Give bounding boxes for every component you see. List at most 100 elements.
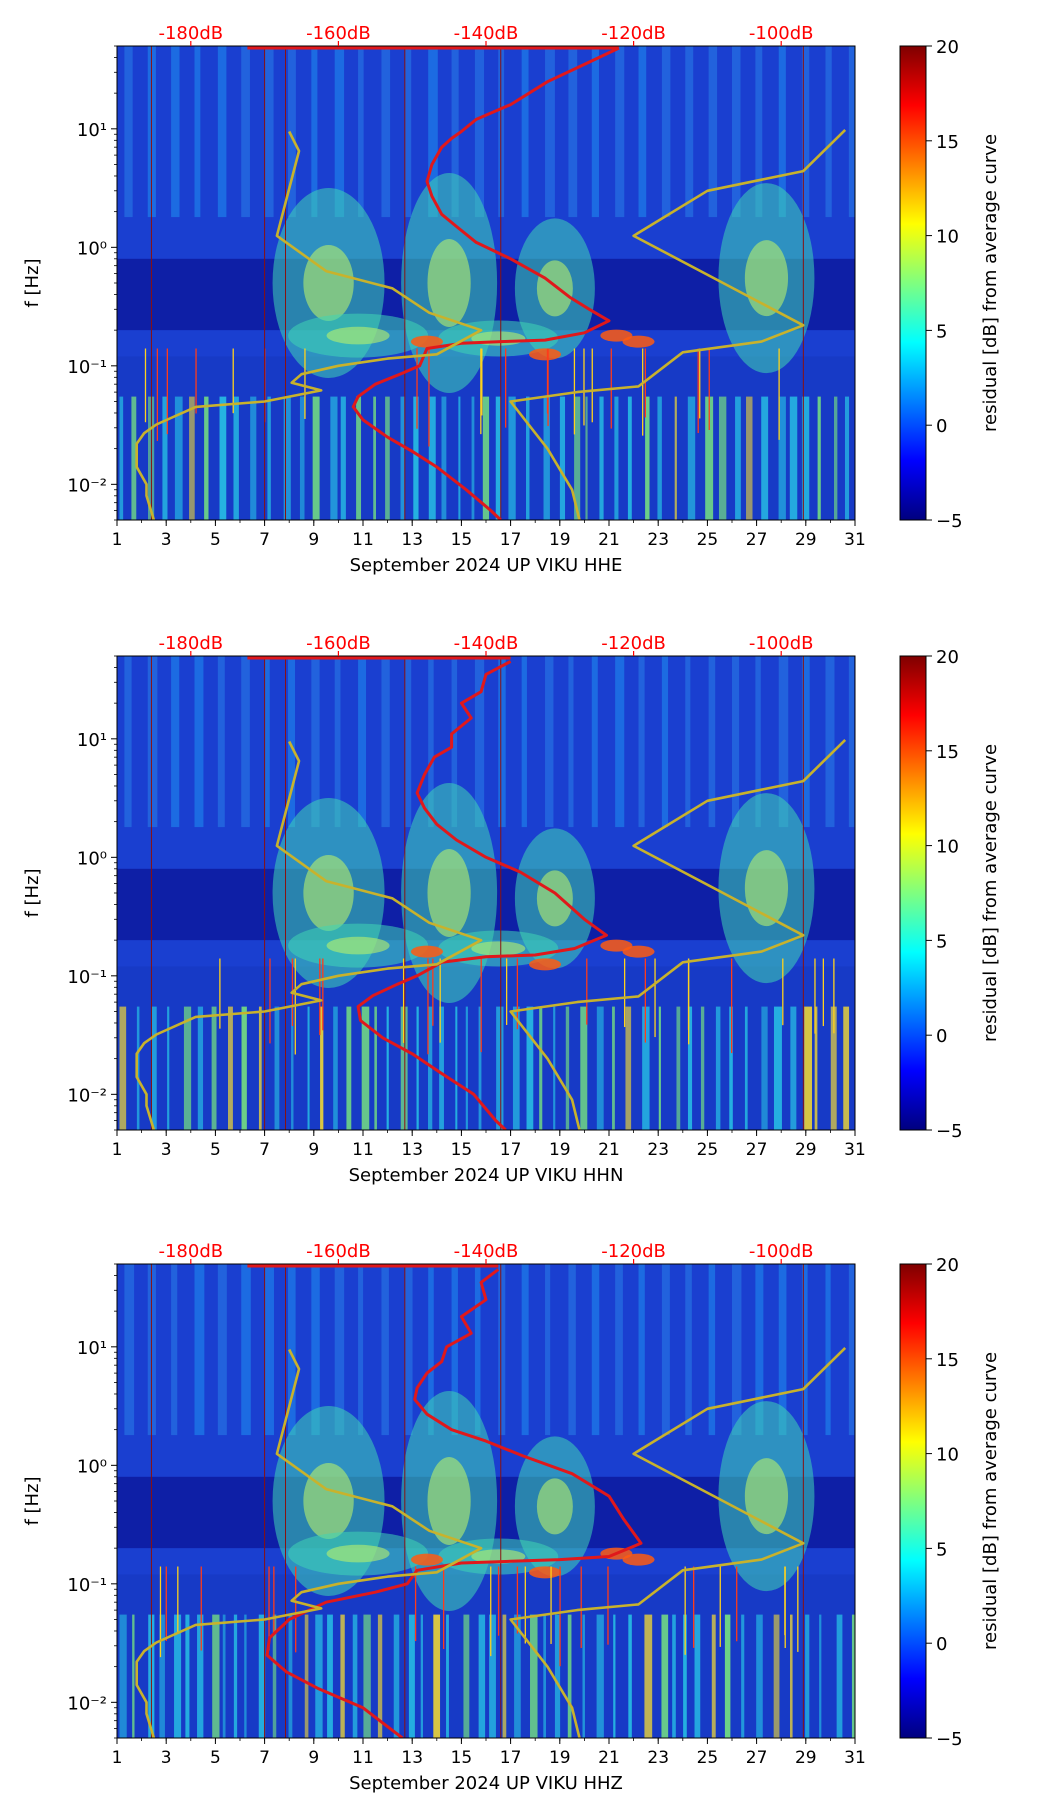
daily-cultural-noise-stripe (521, 1264, 529, 1436)
daily-cultural-noise-stripe (171, 656, 180, 828)
long-period-streak (599, 396, 604, 520)
high-noise-model-curve (509, 1346, 847, 1738)
long-period-streak (258, 1006, 262, 1130)
long-period-streak (455, 1006, 458, 1130)
storm-energy-core (326, 1544, 390, 1563)
daily-cultural-noise-stripe (708, 46, 718, 218)
low-noise-model-curve (135, 1348, 483, 1738)
long-period-streak (361, 1006, 370, 1130)
daily-cultural-noise-stripe (124, 1264, 135, 1436)
daily-cultural-noise-stripe (241, 656, 250, 828)
long-period-streak (119, 1006, 127, 1130)
daily-cultural-noise-stripe (778, 1264, 787, 1436)
daily-cultural-noise-stripe (848, 46, 855, 218)
daily-cultural-noise-stripe (217, 1264, 227, 1436)
long-period-streak (718, 396, 727, 520)
long-period-streak (744, 1006, 748, 1130)
daily-cultural-noise-stripe (825, 1264, 831, 1436)
daily-cultural-noise-stripe (802, 1264, 808, 1436)
long-period-streak (340, 396, 346, 520)
long-period-streak (119, 396, 124, 520)
daily-cultural-noise-stripe (381, 656, 390, 828)
x-tick-label: 5 (210, 530, 221, 550)
long-period-streak (463, 1614, 470, 1738)
db-tick-label: -180dB (158, 1241, 223, 1262)
daily-cultural-noise-stripe (498, 1264, 506, 1436)
daily-cultural-noise-stripe (545, 656, 554, 828)
x-tick-label: 21 (598, 1140, 620, 1160)
x-tick-label: 17 (500, 1140, 522, 1160)
daily-cultural-noise-stripe (638, 46, 647, 218)
long-period-streak (580, 1006, 588, 1130)
microseism-hotspot (410, 1553, 443, 1566)
long-period-streak (356, 396, 362, 520)
daily-cultural-noise-stripe (568, 656, 574, 828)
long-period-streak (582, 1614, 585, 1738)
plot-area (117, 46, 855, 520)
daily-cultural-noise-stripe (661, 656, 669, 828)
daily-cultural-noise-stripe (474, 656, 485, 828)
long-period-streak (741, 1614, 745, 1738)
storm-energy-core (303, 855, 354, 931)
x-tick-label: 15 (451, 1140, 473, 1160)
x-axis-label: September 2024 UP VIKU HHE (350, 555, 623, 576)
long-period-streak (307, 1006, 310, 1130)
colorbar-tick-label: 15 (936, 742, 959, 763)
x-tick-label: 19 (549, 1140, 571, 1160)
x-tick-label: 29 (795, 530, 817, 550)
daily-cultural-noise-stripe (825, 656, 835, 828)
long-period-streak (211, 1006, 217, 1130)
daily-cultural-noise-stripe (545, 1264, 551, 1436)
colorbar-tick-label: 0 (936, 416, 947, 437)
x-tick-label: 27 (746, 1748, 768, 1768)
daily-cultural-noise-stripe (685, 1264, 692, 1436)
daily-cultural-noise-stripe (358, 46, 364, 218)
long-period-streak (735, 396, 741, 520)
daily-cultural-noise-stripe (334, 1264, 345, 1436)
long-period-streak (539, 1006, 543, 1130)
long-period-streak (683, 1614, 687, 1738)
storm-energy-core (471, 941, 526, 956)
x-tick-label: 29 (795, 1140, 817, 1160)
colorbar-label: residual [dB] from average curve (980, 744, 1001, 1042)
colorbar-tick-label: 20 (936, 647, 959, 668)
long-period-streak (441, 396, 447, 520)
long-period-streak (241, 1006, 247, 1130)
long-period-streak (408, 1614, 415, 1738)
x-tick-label: 5 (210, 1748, 221, 1768)
daily-cultural-noise-stripe (615, 46, 625, 218)
daily-cultural-noise-stripe (732, 1264, 742, 1436)
colorbar-tick-label: 5 (936, 931, 947, 952)
high-noise-model-curve (509, 738, 847, 1130)
long-period-streak (512, 1006, 520, 1130)
long-period-streak (495, 396, 501, 520)
colorbar-tick-label: 0 (936, 1026, 947, 1047)
x-tick-label: 27 (746, 1140, 768, 1160)
x-tick-label: 25 (697, 1748, 719, 1768)
daily-cultural-noise-stripe (848, 1264, 855, 1436)
long-period-streak (508, 396, 516, 520)
long-period-streak (676, 1006, 681, 1130)
long-period-streak (836, 1614, 843, 1738)
x-tick-label: 23 (647, 1140, 669, 1160)
x-axis-label: September 2024 UP VIKU HHN (349, 1165, 624, 1186)
long-period-streak (724, 1614, 731, 1738)
long-period-streak (291, 1006, 294, 1130)
low-noise-model-curve (135, 130, 483, 520)
long-period-streak (433, 1614, 441, 1738)
db-tick-label: -140dB (454, 1241, 519, 1262)
long-period-streak (789, 396, 798, 520)
colorbar-label: residual [dB] from average curve (980, 1352, 1001, 1650)
long-period-streak (363, 1614, 371, 1738)
long-period-streak (233, 396, 239, 520)
x-tick-label: 1 (112, 1140, 123, 1160)
daily-cultural-noise-stripe (217, 46, 227, 218)
long-period-streak (212, 1614, 220, 1738)
daily-cultural-noise-stripe (521, 46, 529, 218)
y-tick-label: 10⁰ (77, 238, 107, 259)
long-period-streak (687, 396, 696, 520)
low-noise-model-curve (135, 740, 483, 1130)
long-period-streak (189, 396, 195, 520)
y-tick-label: 10⁻² (67, 1085, 107, 1106)
